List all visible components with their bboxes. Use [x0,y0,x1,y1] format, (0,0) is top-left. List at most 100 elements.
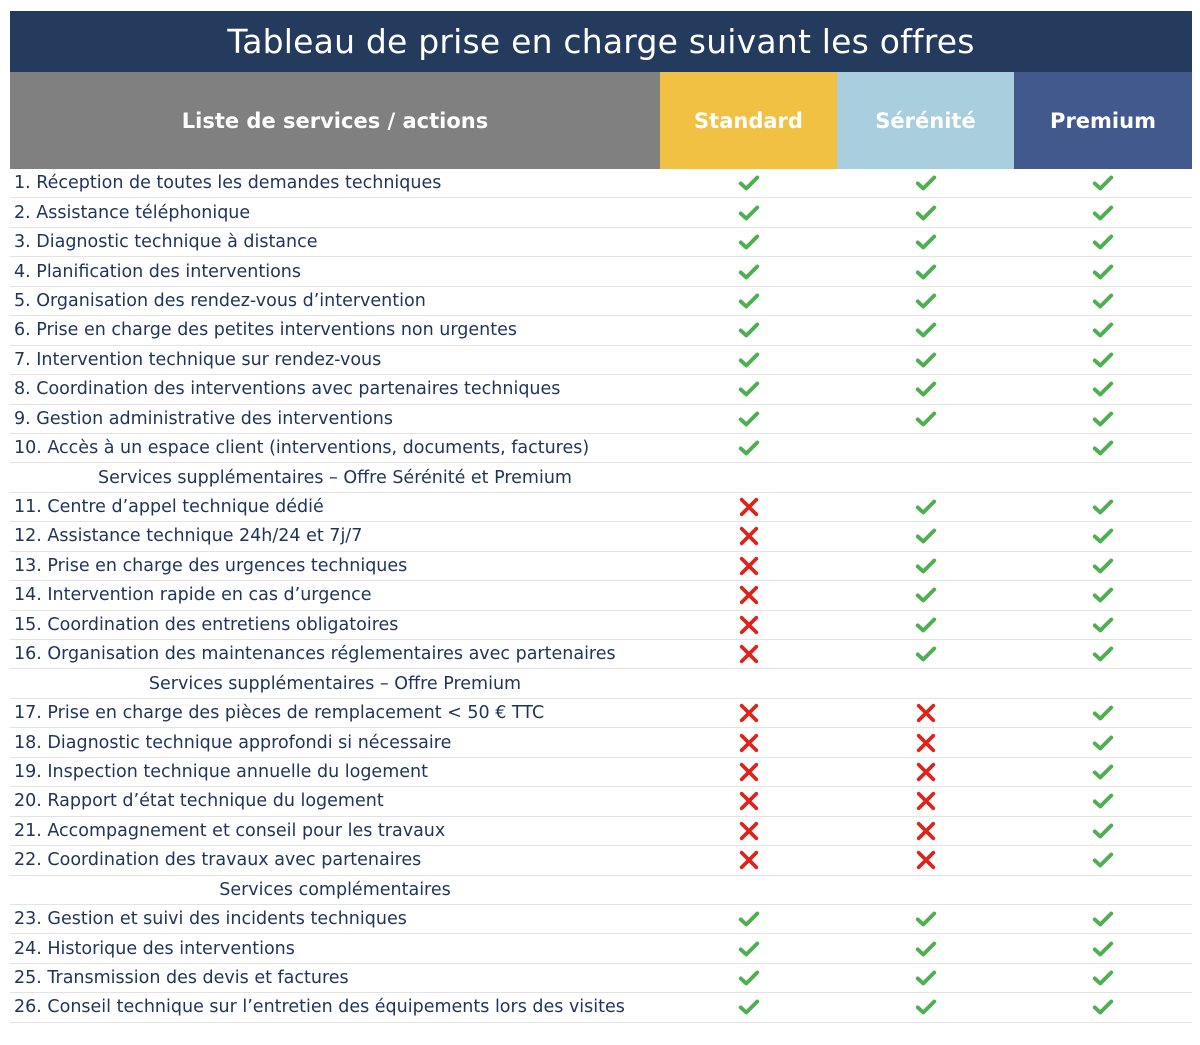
cell-serenite [837,758,1014,786]
check-icon [1092,617,1114,633]
check-icon [915,293,936,309]
cell-standard [660,876,837,904]
check-icon [738,911,759,927]
check-icon [1092,352,1114,368]
cross-icon [739,586,758,605]
cell-standard [660,699,837,727]
check-icon [915,175,936,191]
table-row: 12. Assistance technique 24h/24 et 7j/7 [10,522,1192,552]
service-label: 14. Intervention rapide en cas d’urgence [14,585,372,606]
cell-standard [660,522,837,550]
cell-serenite [837,787,1014,815]
cell-serenite [837,964,1014,992]
cell-standard [660,787,837,815]
cell-premium [1014,846,1192,874]
check-icon [738,411,759,427]
service-label: 2. Assistance téléphonique [14,202,251,223]
table-row: 7. Intervention technique sur rendez-vou… [10,346,1192,376]
check-icon [738,264,759,279]
cell-serenite [837,876,1014,904]
cross-icon [739,762,758,782]
service-label: 9. Gestion administrative des interventi… [14,408,393,429]
cell-premium [1014,934,1192,962]
cell-standard [660,934,837,962]
cell-premium [1014,905,1192,933]
cell-serenite [837,611,1014,639]
cross-icon [916,703,935,723]
cell-premium [1014,876,1192,904]
check-icon [915,646,936,662]
cell-premium [1014,375,1192,403]
check-icon [915,1000,936,1015]
cell-premium [1014,316,1192,344]
cell-serenite [837,817,1014,845]
check-icon [1092,823,1114,839]
check-icon [738,381,759,397]
cell-standard [660,993,837,1021]
service-label: 17. Prise en charge des pièces de rempla… [14,703,545,724]
check-icon [915,205,936,221]
check-icon [915,352,936,368]
cell-premium [1014,169,1192,197]
cell-serenite [837,699,1014,727]
service-label: 1. Réception de toutes les demandes tech… [14,173,442,194]
cell-serenite [837,640,1014,668]
check-icon [738,1000,759,1015]
cell-serenite [837,934,1014,962]
table-row: 4. Planification des interventions [10,257,1192,287]
section-label: Services complémentaires [219,879,451,900]
cell-premium [1014,228,1192,256]
cross-icon [739,615,758,634]
check-icon [1092,705,1114,721]
service-label: 25. Transmission des devis et factures [14,968,349,989]
cross-icon [739,497,758,517]
table-row: 22. Coordination des travaux avec parten… [10,846,1192,876]
service-label: 6. Prise en charge des petites intervent… [14,320,517,341]
check-icon [915,617,936,633]
cell-standard [660,758,837,786]
table-row: 25. Transmission des devis et factures [10,964,1192,994]
cell-standard [660,552,837,580]
cell-premium [1014,787,1192,815]
cell-serenite [837,493,1014,521]
cell-premium [1014,405,1192,433]
offers-table: Tableau de prise en charge suivant les o… [10,11,1192,1023]
cell-serenite [837,228,1014,256]
table-row: 23. Gestion et suivi des incidents techn… [10,905,1192,935]
cross-icon [739,527,758,546]
service-label: 23. Gestion et suivi des incidents techn… [14,909,407,930]
check-icon [1092,411,1114,427]
cell-standard [660,169,837,197]
check-icon [1092,852,1114,868]
section-row: Services supplémentaires – Offre Sérénit… [10,463,1192,493]
cell-premium [1014,669,1192,697]
table-row: 20. Rapport d’état technique du logement [10,787,1192,817]
service-label: 8. Coordination des interventions avec p… [14,379,561,400]
check-icon [1092,587,1114,603]
service-label: 13. Prise en charge des urgences techniq… [14,555,408,576]
cell-standard [660,405,837,433]
table-row: 5. Organisation des rendez-vous d’interv… [10,287,1192,317]
cell-serenite [837,346,1014,374]
cell-standard [660,905,837,933]
table-row: 21. Accompagnement et conseil pour les t… [10,817,1192,847]
check-icon [915,529,936,544]
service-label: 20. Rapport d’état technique du logement [14,791,384,812]
check-icon [1092,499,1114,515]
cell-standard [660,728,837,756]
cell-standard [660,434,837,462]
cross-icon [916,851,935,870]
cross-icon [916,762,935,782]
table-body: 1. Réception de toutes les demandes tech… [10,169,1192,1023]
cell-premium [1014,581,1192,609]
check-icon [915,587,936,603]
service-label: 19. Inspection technique annuelle du log… [14,761,428,782]
cell-standard [660,581,837,609]
header-serenite: Sérénité [837,72,1014,169]
check-icon [915,264,936,279]
header-premium: Premium [1014,72,1192,169]
cell-serenite [837,581,1014,609]
table-row: 14. Intervention rapide en cas d’urgence [10,581,1192,611]
service-label: 15. Coordination des entretiens obligato… [14,614,399,635]
service-label: 16. Organisation des maintenances réglem… [14,644,616,665]
